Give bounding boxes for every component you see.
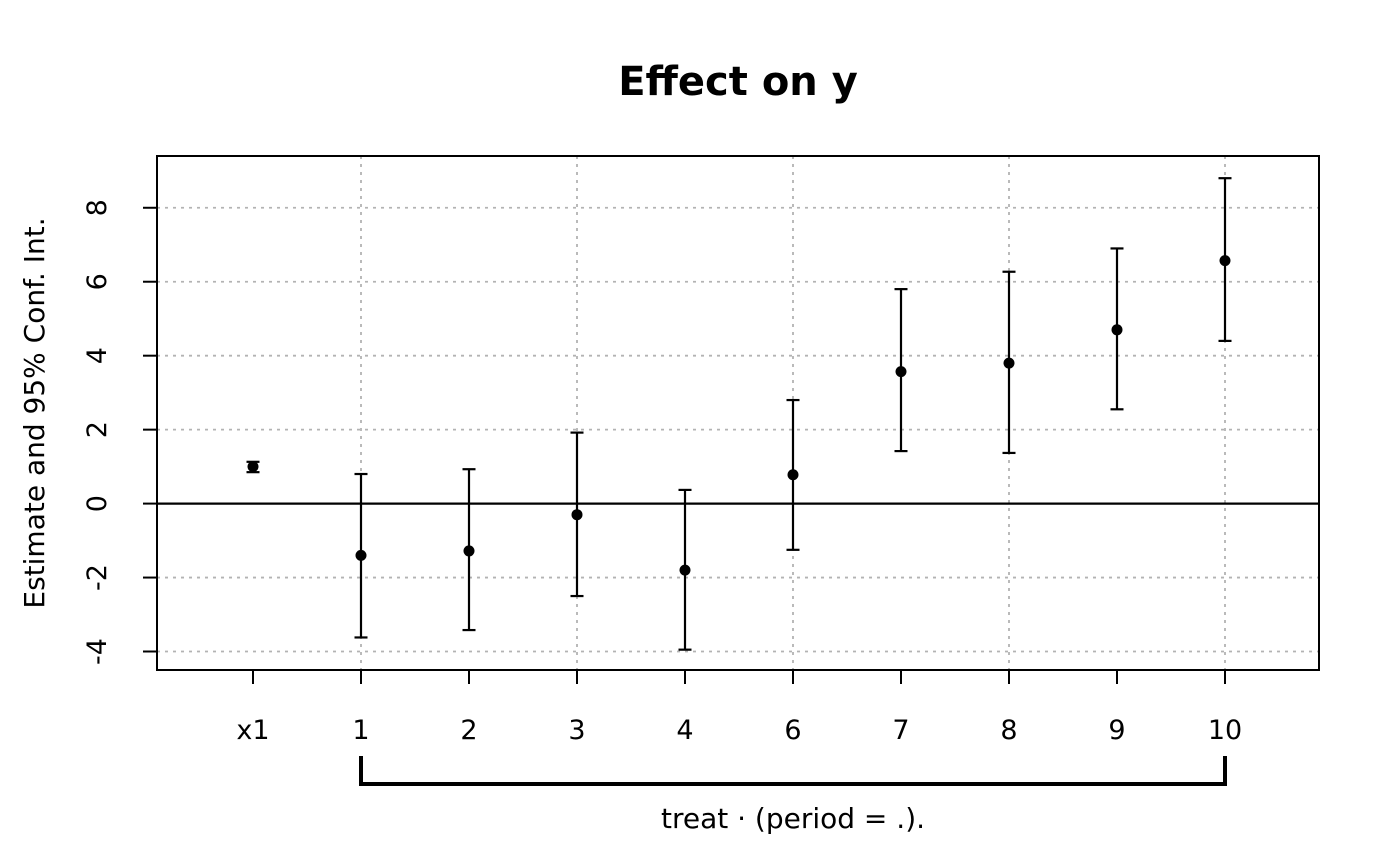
estimate-point: [463, 545, 475, 557]
y-tick-label: 6: [82, 273, 113, 290]
estimate-point: [355, 549, 367, 561]
y-axis-label: Estimate and 95% Conf. Int.: [18, 217, 51, 608]
estimate-point: [1219, 255, 1231, 267]
x-tick-label: 6: [784, 715, 801, 746]
x-tick-label: 8: [1000, 715, 1017, 746]
plot-border: [156, 155, 1320, 671]
estimate-point: [1003, 357, 1015, 369]
x-tick-label: 4: [676, 715, 693, 746]
y-tick-label: -4: [82, 638, 113, 665]
x-tick-label: 1: [352, 715, 369, 746]
x-tick-label: 10: [1208, 715, 1242, 746]
y-tick-label: 0: [82, 495, 113, 512]
estimate-point: [1111, 324, 1123, 336]
estimate-point: [895, 366, 907, 378]
x-tick-label: 7: [892, 715, 909, 746]
y-tick-label: -2: [82, 564, 113, 591]
estimate-point: [571, 509, 583, 521]
bracket-group-label: treat · (period = .).: [661, 802, 925, 835]
group-bracket: [359, 756, 1227, 786]
estimate-point: [247, 461, 259, 473]
x-tick-label: 3: [568, 715, 585, 746]
y-tick-label: 8: [82, 199, 113, 216]
x-tick-label: 9: [1108, 715, 1125, 746]
estimate-point: [679, 564, 691, 576]
x-tick-label: 2: [460, 715, 477, 746]
chart-title: Effect on y: [618, 59, 858, 105]
estimate-point: [787, 469, 799, 481]
x-tick-label: x1: [236, 715, 269, 746]
plot-layer: x1 1 2 3 4 6 7 8 9 10 -4 -2 0 2 4 6 8: [82, 155, 1320, 786]
y-tick-label: 4: [82, 347, 113, 364]
y-tick-label: 2: [82, 421, 113, 438]
